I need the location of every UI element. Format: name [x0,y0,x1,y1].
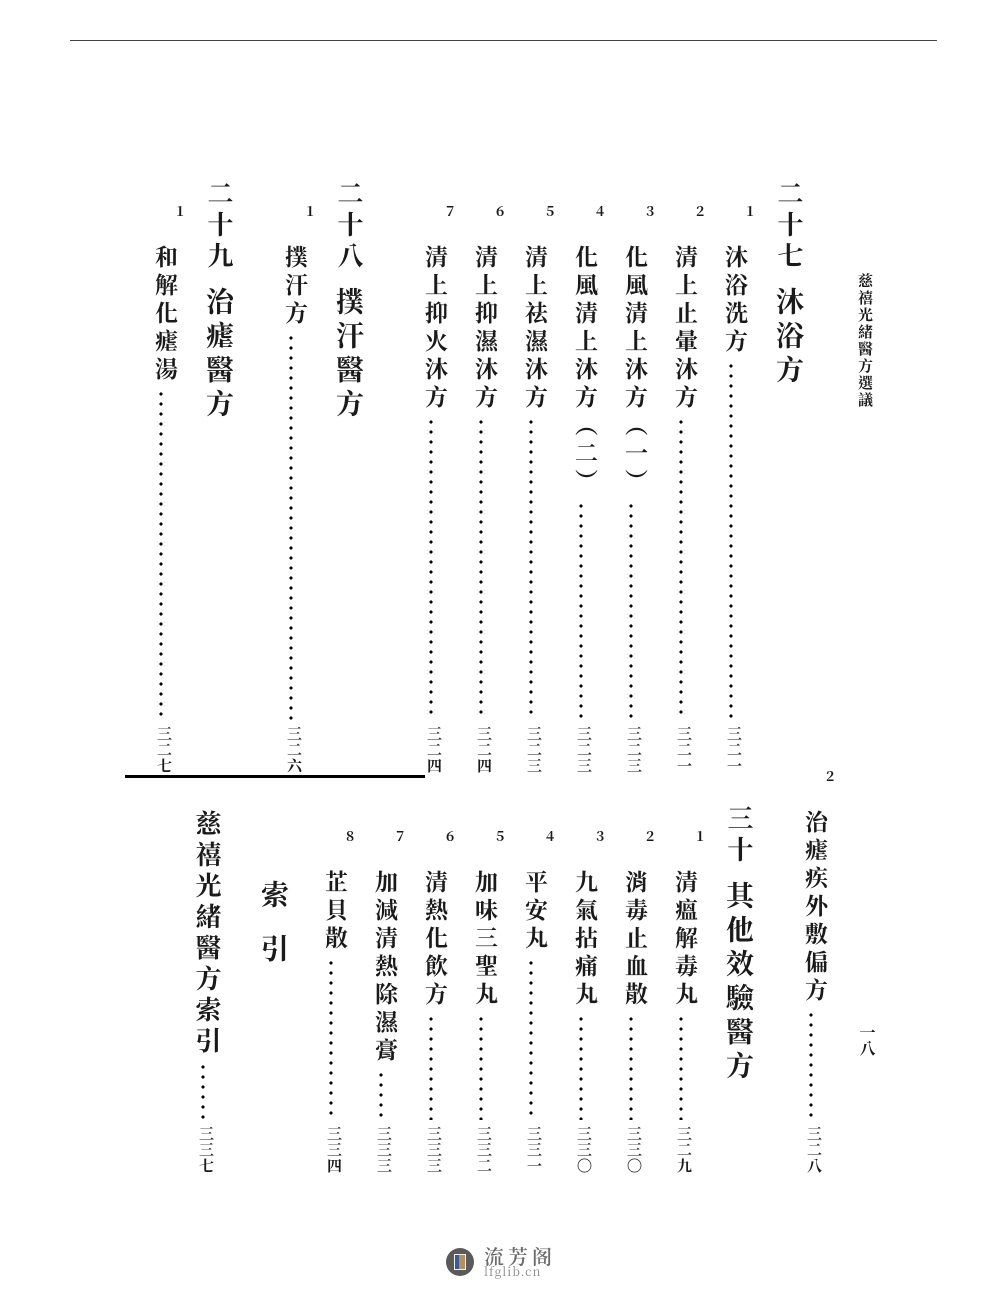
entry-number: 1 [306,201,314,221]
entry-number: 5 [546,201,554,221]
entry-page: 三三四 [324,1126,345,1174]
leader-dots [579,1014,583,1120]
entry-page: 三二八 [804,1126,825,1174]
leader-dots [729,361,733,720]
leader-dots [201,1062,205,1120]
entry-label: 撲汗方 [280,245,313,329]
leader-dots [529,958,533,1120]
entry-label: 清上抑濕沐方 [470,245,503,413]
entry-label: 清上抑火沐方 [420,245,453,413]
entry-number: 1 [176,201,184,221]
entry-page: 三二三 [524,726,545,774]
logo-badge-icon [446,1248,474,1276]
entry-page: 三二六 [284,726,305,774]
leader-dots [529,417,533,720]
entry-number: 2 [696,201,704,221]
leader-dots [159,389,163,720]
leader-dots [379,1070,383,1120]
entry-label: 九氣拈痛丸 [570,870,603,1010]
entry-page: 三三〇 [574,1126,595,1174]
entry-page: 三二一 [724,726,745,774]
entry-label: 加減清熱除濕膏 [370,870,403,1066]
leader-dots [479,1014,483,1120]
mid-rule [125,775,425,778]
footer-brand-en: lfglib.cn [484,1266,556,1278]
leader-dots [429,417,433,720]
entry-label: 清上祛濕沐方 [520,245,553,413]
entry-label: 治瘧疾外敷偏方 [800,810,833,1006]
entry-label: 加味三聖丸 [470,870,503,1010]
entry-label: 化風清上沐方（一） [620,245,653,497]
entry-label: 化風清上沐方（二） [570,245,603,497]
entry-label: 和解化瘧湯 [150,245,183,385]
entry-page: 三三一 [524,1126,545,1174]
entry-number: 7 [446,201,454,221]
section-title: 二十七沐浴方 [770,180,810,465]
leader-dots [429,1014,433,1120]
entry-label: 清熱化飲方 [420,870,453,1010]
leader-dots [809,1010,813,1120]
page: 慈禧光緒醫方選議 一八 流芳阁 lfglib.cn 二十七沐浴方 二十八撲汗醫方 二… [0,0,1002,1296]
entry-page: 三二一 [674,726,695,774]
entry-page: 三二三 [574,726,595,774]
entry-number: 6 [446,826,454,846]
section-title: 二十九治瘧醫方 [200,180,240,465]
entry-number: 4 [546,826,554,846]
entry-label: 清瘟解毒丸 [670,870,703,1010]
leader-dots [679,417,683,720]
leader-dots [579,501,583,720]
index-label: 慈禧光緒醫方索引 [190,810,227,1058]
leader-dots [479,417,483,720]
entry-number: 4 [596,201,604,221]
section-title: 二十八撲汗醫方 [330,180,370,465]
footer-logo: 流芳阁 lfglib.cn [0,1246,1002,1278]
entry-label: 沐浴洗方 [720,245,753,357]
entry-number: 2 [646,826,654,846]
entry-number: 2 [826,766,834,786]
leader-dots [629,1014,633,1120]
entry-page: 三三〇 [624,1126,645,1174]
entry-page: 三二九 [674,1126,695,1174]
entry-page: 三二七 [154,726,175,774]
index-page: 三三七 [196,1126,217,1174]
entry-page: 三三三 [374,1126,395,1174]
entry-label: 芷貝散 [320,870,353,954]
entry-number: 8 [346,826,354,846]
running-header-title: 慈禧光緒醫方選議 [855,273,876,409]
entry-page: 三二四 [474,726,495,774]
entry-page: 三二四 [424,726,445,774]
entry-number: 3 [646,201,654,221]
leader-dots [629,501,633,720]
entry-page: 三二三 [624,726,645,774]
leader-dots [679,1014,683,1120]
leader-dots [329,958,333,1120]
top-rule [70,40,937,41]
entry-number: 3 [596,826,604,846]
entry-number: 1 [696,826,704,846]
entry-label: 清上止暈沐方 [670,245,703,413]
entry-number: 1 [746,201,754,221]
entry-page: 三三二 [474,1126,495,1174]
entry-page: 三三三 [424,1126,445,1174]
leader-dots [289,333,293,720]
entry-number: 7 [396,826,404,846]
page-number: 一八 [856,1024,879,1056]
appendix-title: 索引 [255,880,295,988]
entry-number: 5 [496,826,504,846]
entry-number: 6 [496,201,504,221]
section-title: 三十其他效驗醫方 [720,805,760,1155]
entry-label: 平安丸 [520,870,553,954]
entry-label: 消毒止血散 [620,870,653,1010]
